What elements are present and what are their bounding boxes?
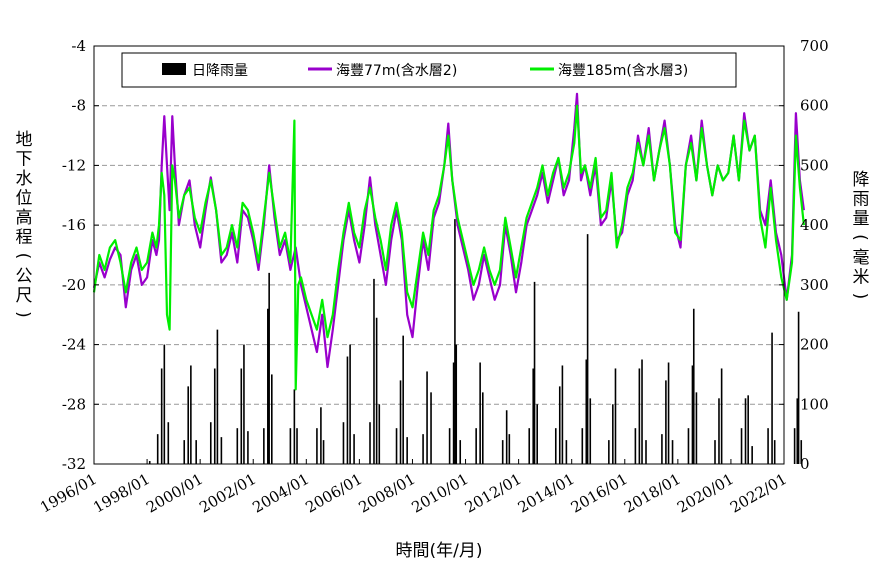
left-axis-title-char: 地 — [16, 130, 33, 150]
left-axis-title-char: 位 — [16, 189, 33, 209]
left-tick-label: -4 — [71, 37, 86, 55]
right-tick-label: 700 — [800, 37, 829, 55]
x-tick-label: 2006/01 — [302, 470, 365, 517]
x-tick-label: 2008/01 — [355, 470, 418, 517]
right-tick-label: 600 — [800, 97, 829, 115]
x-tick-label: 2022/01 — [727, 470, 790, 517]
series-lines — [92, 92, 805, 391]
right-axis-title-char: 毫 — [853, 248, 870, 268]
legend-label: 海豐185m(含水層3) — [558, 63, 688, 79]
right-axis-title-char: ) — [850, 293, 870, 300]
x-tick-label: 2020/01 — [674, 470, 737, 517]
series-line — [92, 104, 805, 391]
right-axis-title-char: ( — [850, 234, 870, 241]
legend-label: 海豐77m(含水層2) — [336, 63, 457, 79]
left-axis-title-char: ) — [13, 311, 33, 318]
left-tick-label: -8 — [71, 97, 86, 115]
left-axis-title-char: 尺 — [16, 286, 33, 306]
x-tick-label: 1998/01 — [90, 470, 153, 517]
left-tick-label: -12 — [62, 156, 86, 174]
x-tick-label: 1996/01 — [37, 470, 100, 517]
left-tick-label: -32 — [62, 455, 86, 473]
right-tick-label: 0 — [800, 455, 810, 473]
x-axis-title: 時間(年/月) — [396, 541, 483, 561]
left-axis-title-char: 程 — [16, 228, 33, 248]
right-axis-title: 降雨量 ( 毫米) — [850, 170, 870, 299]
grid-lines — [94, 45, 784, 465]
x-ticks: 1996/011998/012000/012002/012004/012006/… — [37, 459, 790, 517]
x-tick-label: 2014/01 — [515, 470, 578, 517]
left-axis-title-char: 水 — [16, 169, 33, 189]
right-y-ticks: 700 600 500 400 300 200 100 0 — [779, 37, 829, 473]
right-tick-label: 500 — [800, 156, 829, 174]
left-axis-title-char: 高 — [16, 208, 33, 228]
left-axis-title-char: 公 — [16, 267, 33, 287]
plot-frame — [93, 45, 785, 465]
legend-swatch — [162, 63, 186, 75]
right-axis-title-char: 量 — [853, 209, 870, 229]
left-axis-title-char: ( — [13, 253, 33, 260]
legend: 日降雨量 海豐77m(含水層2) 海豐185m(含水層3) — [121, 52, 737, 88]
rainfall-bars — [148, 219, 803, 464]
x-tick-label: 2002/01 — [196, 470, 259, 517]
left-y-ticks: -4 -8 -12 -16 -20 -24 -28 -32 — [62, 37, 99, 473]
left-tick-label: -16 — [62, 216, 86, 234]
left-tick-label: -28 — [62, 395, 86, 413]
left-tick-label: -24 — [62, 336, 86, 354]
x-tick-label: 2018/01 — [621, 470, 684, 517]
x-tick-label: 2004/01 — [249, 470, 312, 517]
legend-box — [121, 52, 737, 88]
left-axis-title-char: 下 — [16, 150, 33, 170]
x-tick-label: 2010/01 — [409, 470, 472, 517]
x-tick-label: 2016/01 — [568, 470, 631, 517]
right-axis-title-char: 米 — [853, 268, 870, 288]
right-axis-title-char: 降 — [853, 170, 870, 190]
x-tick-label: 2000/01 — [143, 470, 206, 517]
right-tick-label: 200 — [800, 336, 829, 354]
left-tick-label: -20 — [62, 276, 86, 294]
right-tick-label: 300 — [800, 276, 829, 294]
right-axis-title-char: 雨 — [853, 190, 870, 210]
right-tick-label: 100 — [800, 395, 829, 413]
x-tick-label: 2012/01 — [462, 470, 525, 517]
legend-label: 日降雨量 — [192, 63, 248, 79]
right-tick-label: 400 — [800, 216, 829, 234]
